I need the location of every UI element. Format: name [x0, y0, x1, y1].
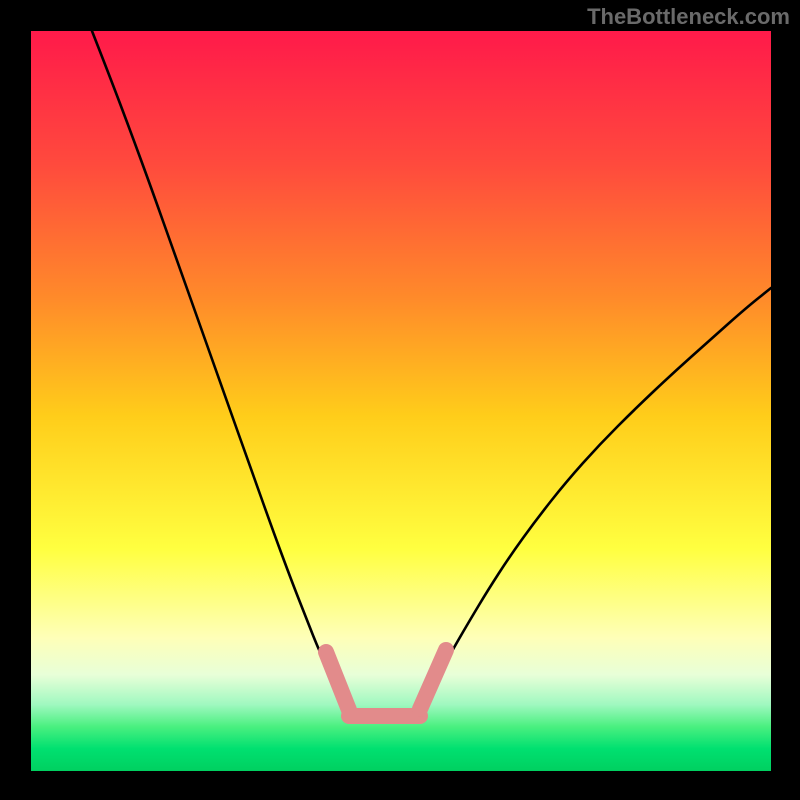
curve-left-branch — [92, 31, 340, 697]
curve-right-branch — [428, 288, 771, 697]
curve-overlay — [31, 31, 771, 771]
chart-canvas: TheBottleneck.com — [0, 0, 800, 800]
marker-left-descent — [326, 652, 349, 710]
watermark-text: TheBottleneck.com — [587, 4, 790, 30]
plot-area — [31, 31, 771, 771]
marker-right-ascent — [420, 650, 446, 709]
